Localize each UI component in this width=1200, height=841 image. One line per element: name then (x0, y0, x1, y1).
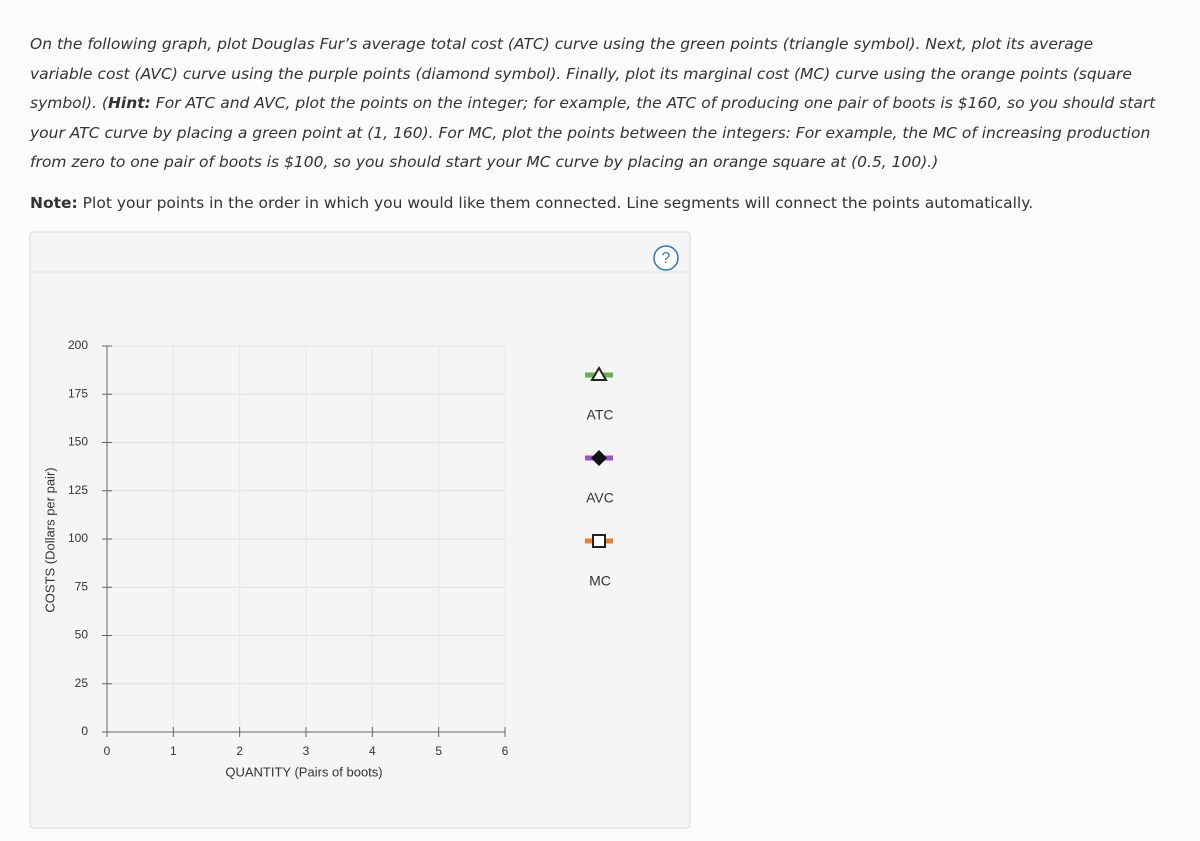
y-tick-label: 150 (68, 435, 88, 449)
legend-symbol[interactable] (590, 366, 608, 381)
y-tick-label: 50 (75, 628, 89, 642)
x-tick-label: 4 (369, 744, 376, 758)
x-tick-label: 3 (303, 744, 310, 758)
y-tick-label: 25 (75, 676, 89, 690)
y-tick-label: 0 (81, 724, 88, 738)
x-tick-label: 0 (104, 744, 111, 758)
legend-label: ATC (587, 407, 614, 423)
x-tick-label: 2 (236, 744, 243, 758)
legend-symbol[interactable] (592, 534, 606, 548)
y-tick-label: 125 (68, 483, 88, 497)
instructions: On the following graph, plot Douglas Fur… (30, 30, 1160, 178)
legend-label: MC (589, 573, 611, 589)
y-tick-label: 75 (75, 579, 89, 593)
help-icon[interactable]: ? (662, 250, 671, 267)
legend-symbol[interactable] (591, 450, 607, 466)
note: Note: Plot your points in the order in w… (30, 194, 1160, 212)
legend-label: AVC (586, 490, 614, 506)
instruction-text: On the following graph, plot Douglas Fur… (30, 35, 1132, 112)
x-tick-label: 5 (435, 744, 442, 758)
instruction-text: For ATC and AVC, plot the points on the … (30, 94, 1156, 171)
y-tick-label: 200 (68, 338, 88, 352)
panel (29, 231, 691, 829)
x-axis-title: QUANTITY (Pairs of boots) (225, 764, 382, 779)
note-text: Plot your points in the order in which y… (77, 194, 1034, 212)
x-tick-label: 1 (170, 744, 177, 758)
note-label: Note: (30, 194, 78, 212)
x-tick-label: 6 (502, 744, 509, 758)
y-axis-title: COSTS (Dollars per pair) (42, 467, 57, 612)
hint-label: Hint: (107, 94, 151, 112)
y-tick-label: 175 (68, 386, 88, 400)
help-button[interactable] (653, 245, 679, 271)
y-tick-label: 100 (68, 531, 88, 545)
